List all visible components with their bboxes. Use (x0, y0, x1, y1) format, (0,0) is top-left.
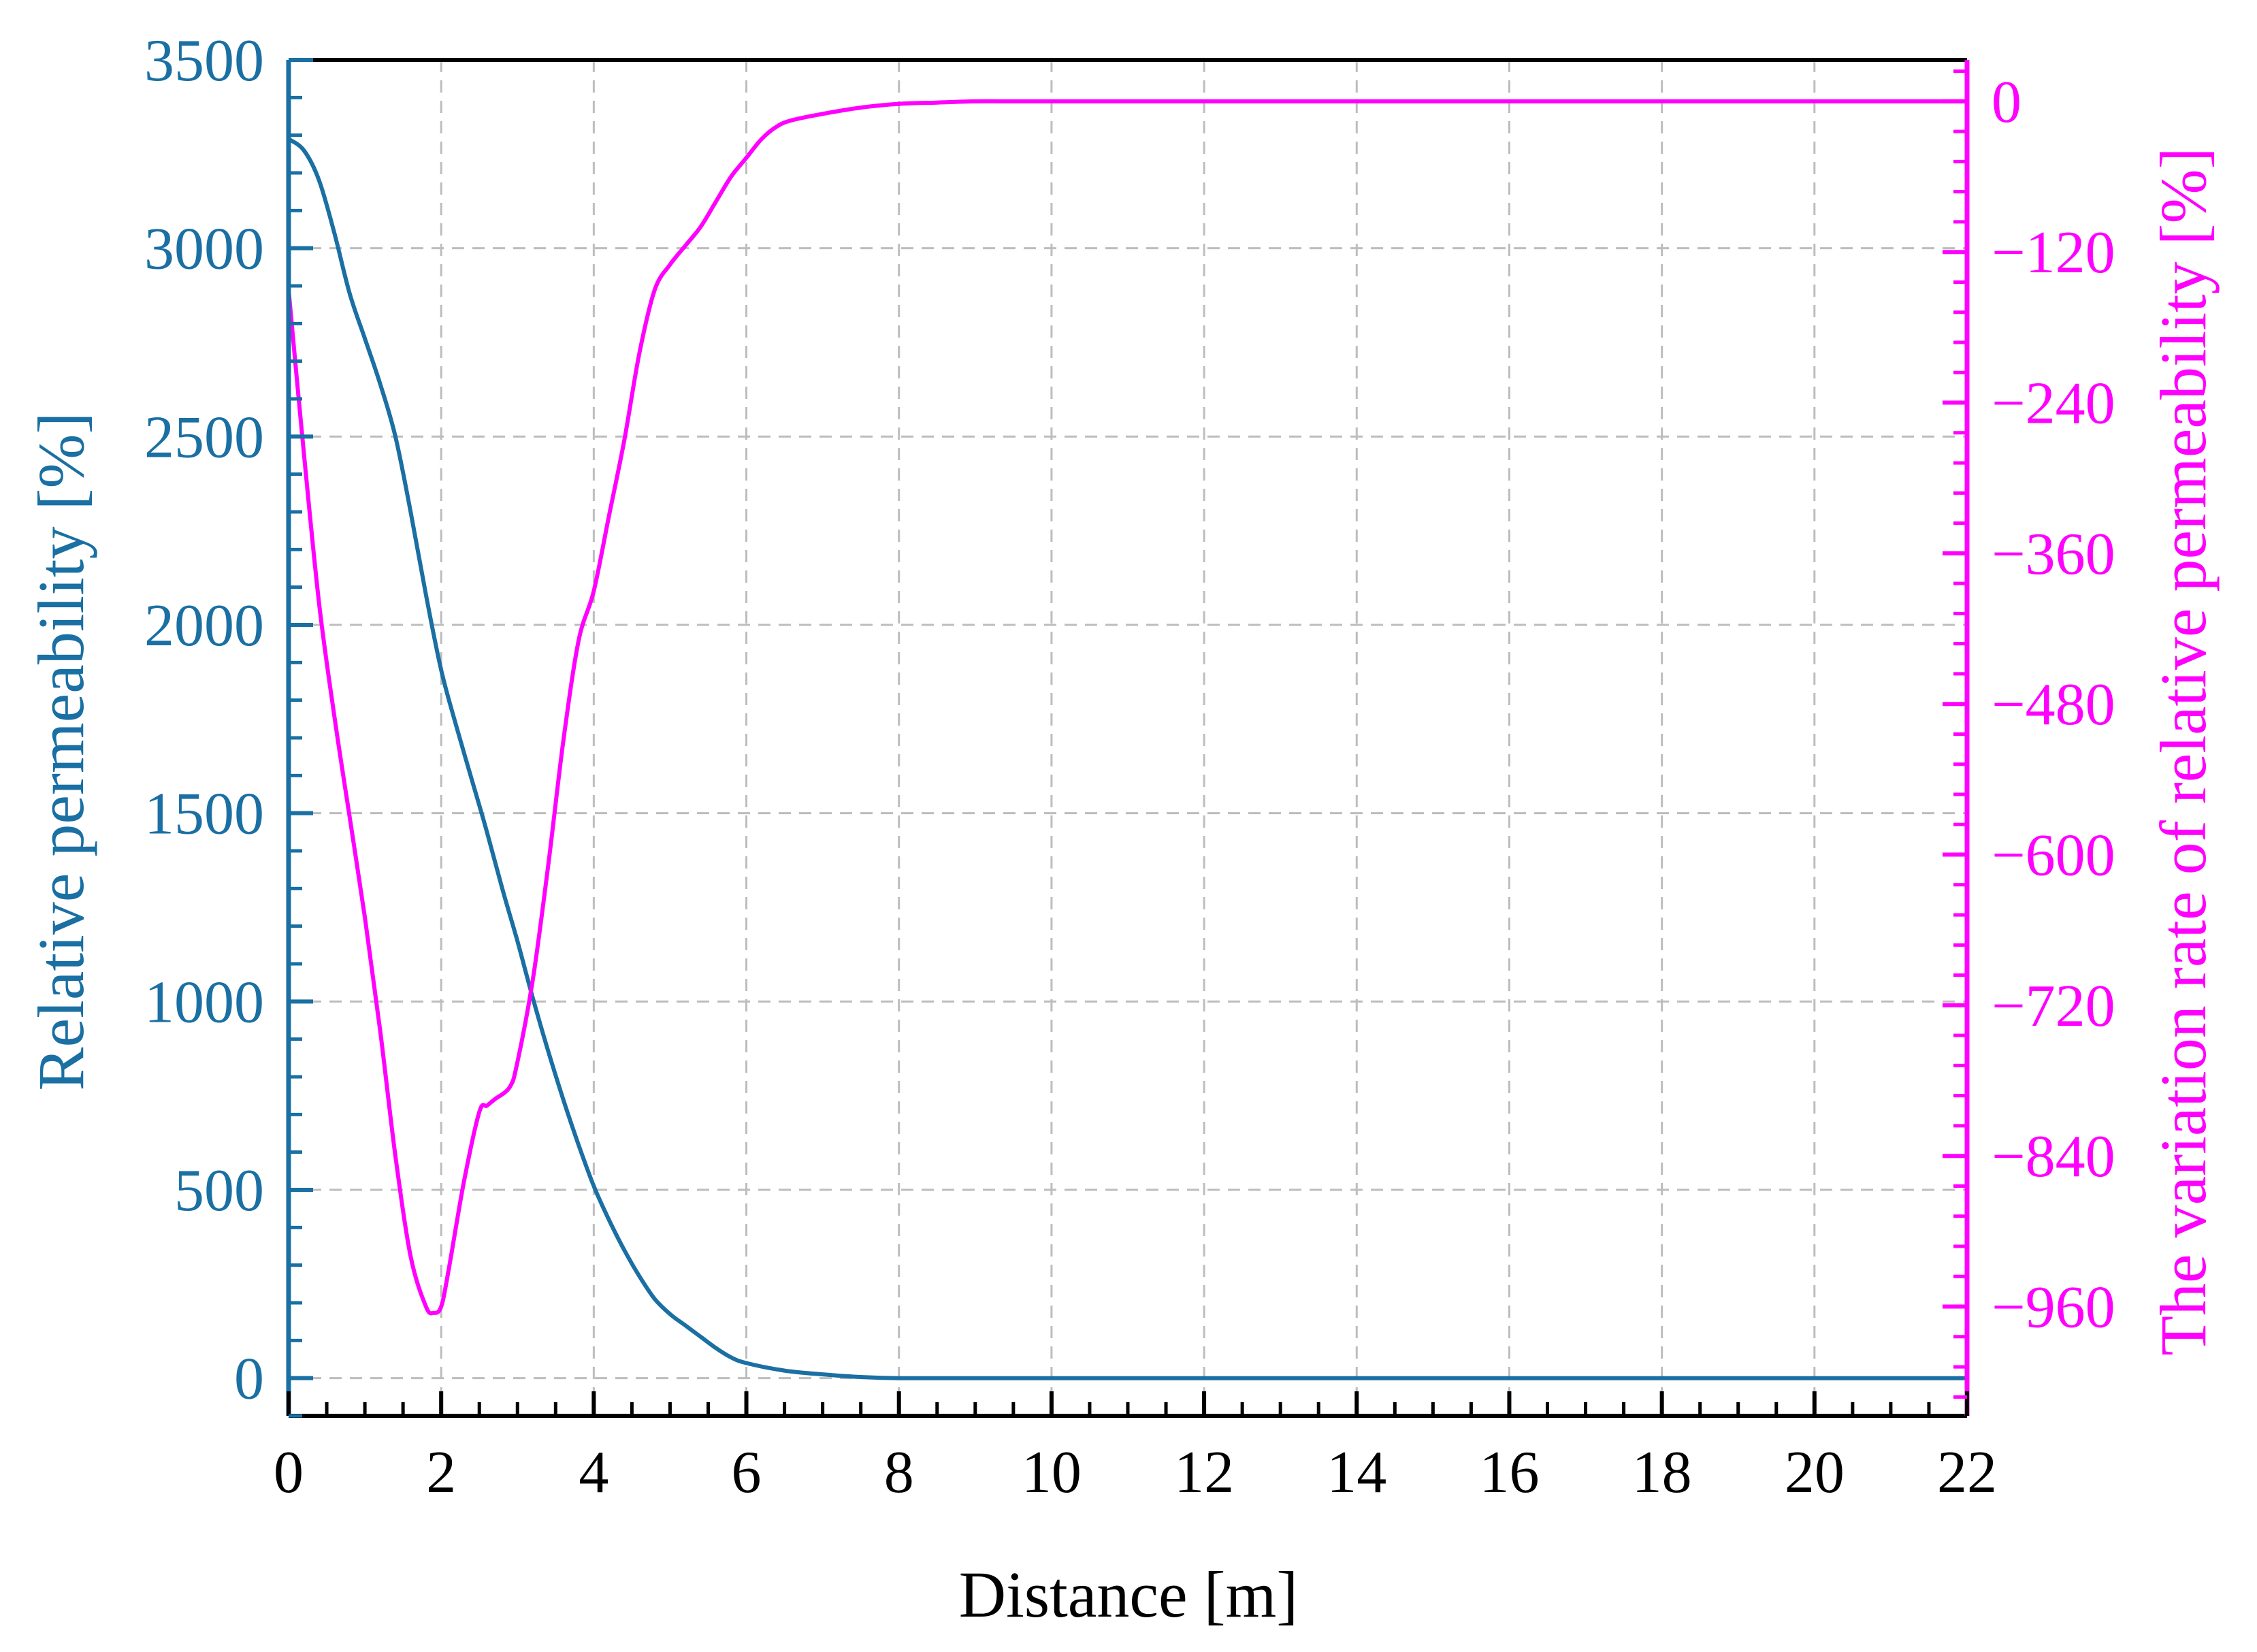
axis-ticks (287, 58, 1969, 1418)
x-tick-label: 10 (1022, 1440, 1082, 1506)
x-tick-label: 12 (1174, 1440, 1234, 1506)
series-layer (287, 99, 1968, 1380)
x-tick-label: 20 (1785, 1440, 1845, 1506)
right-y-axis-label: The variation rate of relative permeabil… (2147, 147, 2220, 1355)
left-y-tick-label: 0 (234, 1346, 264, 1412)
x-tick-label: 4 (579, 1440, 608, 1506)
left-y-tick-label: 1500 (144, 781, 264, 847)
left-y-tick-label: 1000 (144, 969, 264, 1035)
right-y-tick-label: −600 (1992, 823, 2115, 889)
plot-frame (286, 58, 1970, 1418)
left-y-tick-label: 2500 (144, 404, 264, 470)
x-tick-label: 8 (884, 1440, 914, 1506)
x-tick-label: 22 (1937, 1440, 1997, 1506)
left-y-axis-label: Relative permeability [%] (25, 412, 97, 1091)
tick-labels: 0 2 4 6 8 10 12 14 16 18 20 22 0 500 1000 1500 2000 2500 3… (144, 28, 2115, 1506)
x-tick-label: 0 (274, 1440, 304, 1506)
right-y-tick-label: −720 (1992, 973, 2115, 1039)
right-y-tick-label: −120 (1992, 220, 2115, 286)
x-axis-label: Distance [m] (959, 1558, 1298, 1631)
right-y-tick-label: −840 (1992, 1124, 2115, 1190)
series-line-variation-rate (287, 99, 1967, 1316)
grid-lines (289, 60, 1967, 1416)
x-tick-label: 18 (1632, 1440, 1692, 1506)
right-y-tick-label: −360 (1992, 521, 2115, 587)
left-y-tick-label: 2000 (144, 593, 264, 659)
series-line-relative-permeability (287, 137, 1968, 1380)
x-tick-label: 2 (426, 1440, 456, 1506)
right-y-tick-label: −480 (1992, 672, 2115, 738)
right-y-tick-label: 0 (1992, 69, 2021, 135)
left-y-tick-label: 3500 (144, 28, 264, 94)
left-y-tick-label: 3000 (144, 216, 264, 282)
left-y-tick-label: 500 (174, 1158, 264, 1224)
right-y-tick-label: −240 (1992, 371, 2115, 437)
x-tick-label: 6 (732, 1440, 762, 1506)
x-tick-label: 14 (1327, 1440, 1386, 1506)
x-tick-label: 16 (1479, 1440, 1539, 1506)
right-y-tick-label: −960 (1992, 1275, 2115, 1341)
